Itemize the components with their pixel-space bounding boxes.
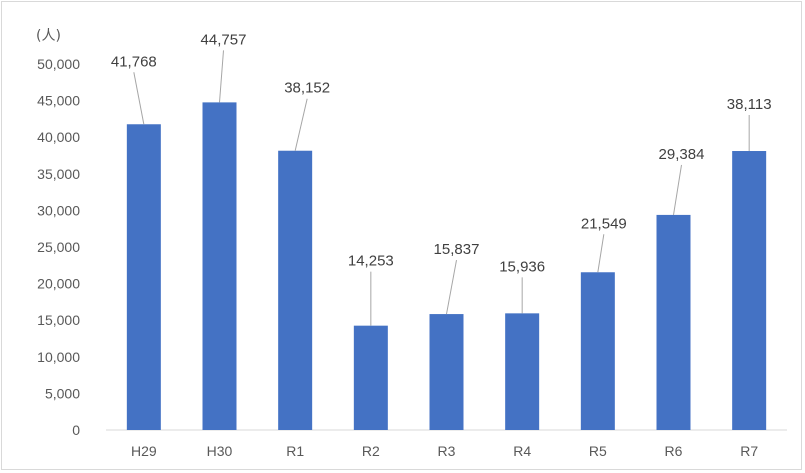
x-tick-label: R6 <box>665 443 683 459</box>
y-tick-label: 20,000 <box>37 276 80 292</box>
x-tick-label: H30 <box>207 443 233 459</box>
data-label: 29,384 <box>659 146 705 163</box>
y-tick-label: 0 <box>72 422 80 438</box>
bar <box>202 102 237 431</box>
data-label: 44,757 <box>201 31 247 48</box>
data-label-leader-line <box>597 234 605 273</box>
bar <box>126 124 161 430</box>
data-label-leader-line <box>133 72 145 125</box>
y-tick-label: 45,000 <box>37 93 80 109</box>
y-tick-label: 30,000 <box>37 202 80 218</box>
data-label-leader-line <box>673 164 682 215</box>
x-tick-label: R2 <box>362 443 380 459</box>
y-tick-label: 35,000 <box>37 166 80 182</box>
x-tick-label: R7 <box>740 443 758 459</box>
bar <box>353 325 388 430</box>
bar <box>656 214 691 430</box>
x-tick-label: H29 <box>131 443 157 459</box>
data-label: 38,113 <box>727 96 772 113</box>
x-tick-label: R3 <box>438 443 456 459</box>
data-label: 21,549 <box>581 215 627 232</box>
data-label-leader-line <box>219 50 224 103</box>
x-tick-label: R5 <box>589 443 607 459</box>
data-label: 15,936 <box>499 258 545 275</box>
x-tick-label: R1 <box>286 443 304 459</box>
data-label-leader-line <box>446 259 457 315</box>
data-label: 41,768 <box>111 53 157 70</box>
y-axis-unit-label: (人) <box>36 28 61 44</box>
y-tick-label: 10,000 <box>37 349 80 365</box>
y-tick-label: 25,000 <box>37 239 80 255</box>
data-label: 15,837 <box>434 241 480 258</box>
data-label: 14,253 <box>348 253 394 270</box>
bar <box>429 314 464 430</box>
y-tick-label: 15,000 <box>37 312 80 328</box>
data-label: 38,152 <box>284 80 330 97</box>
y-tick-label: 50,000 <box>37 56 80 72</box>
bar <box>505 313 540 430</box>
bar <box>732 151 767 431</box>
y-tick-label: 40,000 <box>37 129 80 145</box>
data-label-leader-line <box>294 98 308 151</box>
bar <box>580 272 615 430</box>
bar <box>278 150 313 430</box>
x-tick-label: R4 <box>513 443 531 459</box>
y-tick-label: 5,000 <box>45 385 80 401</box>
